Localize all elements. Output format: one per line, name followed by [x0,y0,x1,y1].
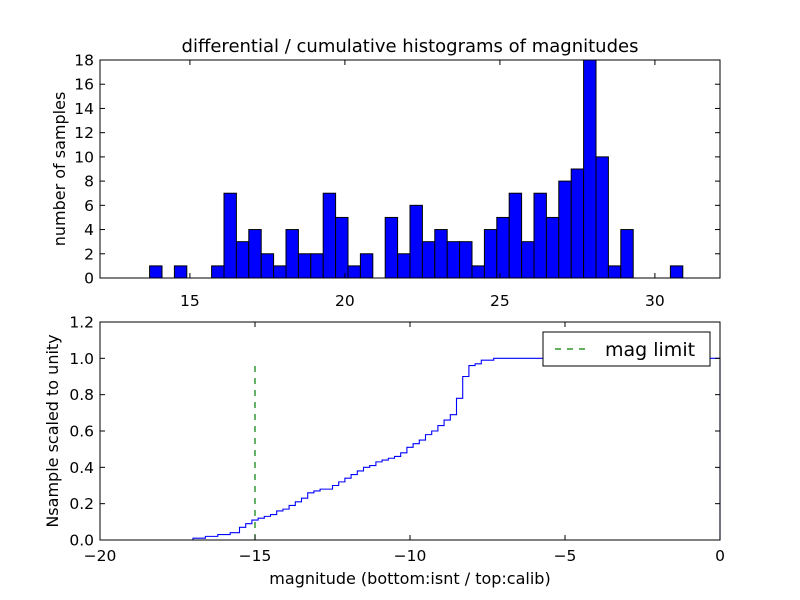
histogram-bar [595,156,609,279]
histogram-bar [297,253,312,279]
histogram-bar [496,216,510,279]
cumulative-x-tick-label: −10 [394,547,427,565]
cumulative-axes: −20 −15 −10 −5 0 0.0 0.2 0.4 0.6 0.8 1.0 1.2 magni… [43,314,725,589]
histogram-bar [459,241,473,279]
histogram-bar [558,180,572,279]
legend: mag limit [542,331,711,367]
histogram-bar [322,192,337,279]
cumulative-x-label: magnitude (bottom:isnt / top:calib) [269,569,550,588]
histogram-bar [434,229,448,279]
cumulative-lines [100,357,721,541]
cumulative-line [100,357,721,541]
histogram-y-tick-label: 4 [84,221,94,239]
histogram-y-label: number of samples [50,92,69,247]
histogram-bar [669,265,684,279]
histogram-bar [508,192,523,279]
histogram-bar [533,192,547,279]
histogram-y-tick-label: 2 [84,245,94,263]
histogram-y-tick-label: 8 [84,173,94,191]
histogram-y-tick-label: 12 [74,124,94,142]
cumulative-y-tick-label: 1.0 [69,350,94,368]
histogram-title: differential / cumulative histograms of … [182,36,639,57]
histogram-bar [483,229,498,279]
histogram-bar [211,265,225,279]
cumulative-y-tick-label: 0.2 [69,495,94,513]
histogram-bar [446,241,461,279]
histogram-bar [235,241,250,279]
histogram-bar [421,241,436,279]
cumulative-x-tick-label: −20 [84,547,117,565]
cumulative-x-tick-label: −5 [554,547,577,565]
histogram-bar [359,253,374,279]
cumulative-y-tick-label: 0.4 [69,459,94,477]
histogram-x-tick-label: 20 [335,292,355,310]
histogram-bar [521,241,535,279]
histogram-bar [260,253,275,279]
histogram-bar [173,265,188,279]
histogram-bars [149,59,684,279]
histogram-x-tick-label: 15 [180,292,200,310]
histogram-bar [384,216,399,279]
histogram-y-tick-label: 18 [74,52,94,70]
histogram-y-tick-label: 6 [84,197,94,215]
histogram-y-tick-label: 0 [84,270,94,288]
histogram-bar [273,265,287,279]
histogram-x-tick-label: 25 [490,292,510,310]
histogram-bar [583,59,597,279]
histogram-y-tick-label: 10 [74,148,94,166]
cumulative-y-label: Nsample scaled to unity [43,334,62,527]
cumulative-y-tick-label: 0.8 [69,386,94,404]
histogram-x-ticks: 15 20 25 30 [180,60,665,310]
histogram-bar [545,216,560,279]
histogram-bar [620,229,634,279]
histogram-bar [223,192,237,279]
histogram-axes: differential / cumulative histograms of … [50,36,721,310]
histogram-frame [99,59,721,279]
histogram-bar [285,229,299,279]
cumulative-y-tick-label: 1.2 [69,314,94,332]
cumulative-x-ticks: −20 −15 −10 −5 0 [84,322,725,565]
cumulative-x-tick-label: 0 [715,547,725,565]
histogram-bar [409,204,423,279]
histogram-y-tick-label: 16 [74,76,94,94]
histogram-bar [310,253,324,279]
cumulative-y-ticks: 0.0 0.2 0.4 0.6 0.8 1.0 1.2 [69,314,720,550]
legend-label-mag-limit: mag limit [605,339,695,361]
histogram-bar [607,265,622,279]
histogram-bar [335,216,349,279]
histogram-y-ticks: 0 2 4 6 8 10 12 14 16 18 [74,52,720,288]
histogram-bar [471,265,485,279]
cumulative-y-tick-label: 0.6 [69,423,94,441]
histogram-y-tick-label: 14 [74,100,94,118]
histogram-bar [570,168,585,279]
histogram-bar [347,265,361,279]
histogram-x-tick-label: 30 [645,292,665,310]
histogram-bar [397,253,411,279]
histogram-bar [149,265,163,279]
cumulative-x-tick-label: −15 [239,547,272,565]
histogram-bar [248,229,262,279]
cumulative-y-tick-label: 0.0 [69,532,94,550]
